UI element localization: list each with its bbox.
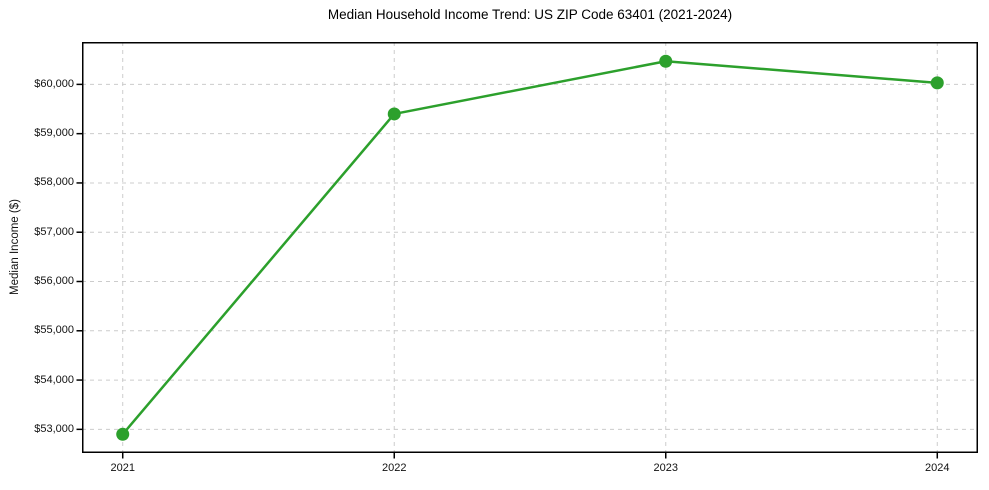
y-tick-label: $55,000 (34, 324, 74, 337)
x-tick-label: 2023 (653, 462, 678, 474)
chart-title: Median Household Income Trend: US ZIP Co… (327, 7, 733, 22)
x-tick-label: 2021 (110, 462, 135, 474)
axes-frame (82, 42, 978, 453)
x-tick-label: 2024 (925, 462, 950, 474)
data-point-2021 (116, 427, 130, 441)
y-tick-label: $59,000 (34, 127, 74, 140)
data-point-2024 (930, 76, 944, 90)
data-point-2022 (387, 107, 401, 121)
y-tick-label: $58,000 (34, 176, 74, 189)
y-tick-label: $54,000 (34, 373, 74, 386)
plot-area (76, 42, 978, 459)
y-tick-label: $60,000 (34, 77, 74, 90)
y-tick-label: $56,000 (34, 275, 74, 287)
x-tick-label: 2022 (381, 462, 407, 474)
y-tick-label: $53,000 (34, 422, 74, 435)
data-point-2023 (659, 54, 673, 68)
trend-line (121, 59, 939, 436)
y-tick-label: $57,000 (34, 225, 74, 238)
plot-canvas (76, 42, 978, 459)
